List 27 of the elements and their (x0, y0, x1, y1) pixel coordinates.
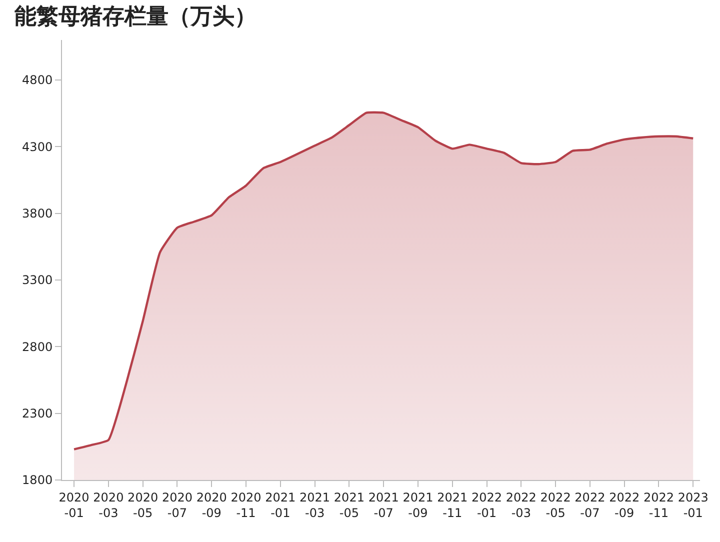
x-tick-label: 2022-05 (540, 490, 571, 520)
x-tick-label: 2022-01 (471, 490, 502, 520)
x-tick-label: 2023-01 (678, 490, 708, 520)
x-tick-label: 2020-05 (128, 490, 158, 520)
x-tick-label: 2022-03 (506, 490, 536, 520)
y-tick-label: 3800 (22, 206, 53, 221)
x-tick-label: 2021-11 (437, 490, 468, 520)
y-tick-label: 4300 (22, 140, 53, 154)
y-tick-label: 4800 (22, 73, 53, 88)
x-tick-label: 2020-07 (162, 490, 192, 520)
y-tick-label: 2800 (22, 340, 53, 354)
x-tick-label: 2022-11 (643, 490, 674, 520)
x-tick-label: 2021-01 (265, 490, 296, 520)
x-tick-label: 2020-03 (93, 490, 124, 520)
x-tick-label: 2020-11 (230, 490, 262, 520)
x-tick-label: 2021-09 (402, 490, 434, 520)
x-tick-label: 2021-05 (334, 490, 364, 520)
x-tick-label: 2022-09 (609, 490, 640, 520)
x-tick-label: 2021-03 (300, 490, 330, 520)
x-tick-label: 2020-01 (58, 490, 90, 520)
x-tick-label: 2022-07 (574, 490, 606, 520)
chart-title: 能繁母猪存栏量（万头） (14, 4, 256, 30)
y-tick-label: 2300 (22, 406, 53, 421)
x-tick-label: 2020-09 (196, 490, 227, 520)
y-tick-label: 3300 (22, 273, 53, 288)
y-tick-label: 1800 (22, 473, 53, 488)
x-tick-label: 2021-07 (368, 490, 399, 520)
